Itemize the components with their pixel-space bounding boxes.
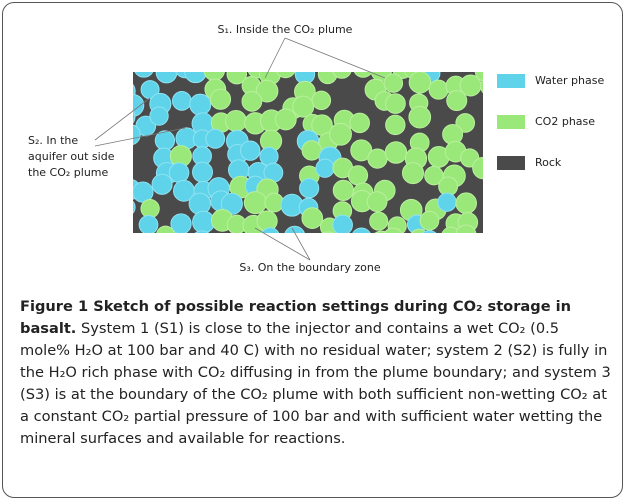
water-bubble — [437, 192, 457, 212]
water-bubble — [352, 227, 371, 233]
co2-bubble — [274, 108, 297, 131]
co2-bubble — [203, 72, 225, 82]
water-bubble — [189, 93, 212, 116]
co2-bubble — [332, 179, 354, 201]
co2-bubble — [369, 211, 389, 231]
co2-bubble — [474, 72, 483, 82]
label-s2: the CO₂ plume — [28, 166, 109, 179]
caption-title: Figure 1 Sketch of possible reaction set… — [20, 298, 572, 337]
co2-bubble — [366, 191, 388, 213]
water-bubble — [138, 214, 159, 233]
co2-bubble — [480, 79, 483, 94]
co2-bubble — [264, 192, 285, 213]
water-bubble — [168, 162, 190, 183]
water-bubble — [133, 124, 141, 146]
water-bubble — [151, 173, 173, 195]
bubbles — [133, 72, 502, 252]
co2-bubble — [255, 79, 279, 103]
co2-bubble — [301, 140, 322, 161]
water-bubble — [149, 106, 169, 126]
co2-bubble — [311, 90, 332, 111]
co2-bubble — [401, 162, 425, 185]
co2-bubble — [455, 224, 477, 233]
leader-lines — [94, 37, 386, 261]
water-bubble — [188, 192, 211, 215]
water-bubble — [133, 200, 136, 214]
water-bubble — [299, 178, 320, 199]
legend-label: Rock — [535, 156, 562, 169]
caption: Figure 1 Sketch of possible reaction set… — [20, 296, 612, 450]
co2-bubble — [455, 113, 476, 133]
water-bubble — [332, 214, 353, 233]
co2-bubble — [385, 114, 406, 136]
water-bubble — [205, 128, 226, 149]
label-s2: S₂. In the — [28, 134, 78, 147]
water-bubble — [133, 109, 136, 124]
legend-swatch — [497, 74, 525, 88]
co2-bubble — [225, 110, 247, 132]
water-bubble — [315, 158, 335, 178]
co2-bubble — [374, 230, 389, 233]
co2-bubble — [321, 231, 334, 233]
water-bubble — [134, 72, 154, 78]
water-bubble — [171, 91, 192, 111]
co2-bubble — [446, 90, 468, 112]
co2-bubble — [209, 88, 232, 110]
label-s2: aquifer out side — [28, 150, 115, 163]
co2-bubble — [383, 227, 403, 233]
figure-frame — [2, 2, 623, 498]
co2-bubble — [455, 192, 478, 215]
water-bubble — [284, 225, 305, 233]
co2-bubble — [441, 226, 461, 233]
co2-bubble — [383, 73, 404, 93]
water-bubble — [259, 146, 279, 167]
co2-bubble — [241, 90, 263, 112]
water-bubble — [133, 93, 145, 117]
co2-bubble — [408, 72, 432, 94]
co2-bubble — [419, 210, 440, 231]
co2-bubble — [472, 156, 483, 180]
label-s3: S₃. On the boundary zone — [239, 261, 380, 274]
water-bubble — [133, 181, 154, 203]
co2-bubble — [347, 165, 369, 186]
legend-swatch — [497, 115, 525, 129]
co2-bubble — [481, 231, 502, 252]
label-s1: S₁. Inside the CO₂ plume — [218, 23, 353, 36]
co2-bubble — [156, 225, 175, 233]
caption-text: System 1 (S1) is close to the injector a… — [20, 320, 611, 447]
co2-bubble — [349, 112, 370, 134]
water-bubble — [192, 161, 214, 183]
co2-bubble — [226, 72, 248, 85]
legend-label: CO2 phase — [535, 115, 595, 128]
water-bubble — [140, 80, 160, 100]
co2-bubble — [329, 122, 352, 146]
co2-bubble — [384, 141, 408, 164]
co2-bubble — [332, 72, 352, 79]
co2-bubble — [301, 207, 324, 229]
water-bubble — [421, 230, 437, 233]
water-bubble — [133, 83, 136, 99]
water-bubble — [155, 72, 178, 84]
water-bubble — [184, 72, 207, 84]
legend-label: Water phase — [535, 74, 604, 87]
legend-swatch — [497, 156, 525, 170]
co2-bubble — [275, 72, 296, 79]
co2-bubble — [367, 148, 388, 169]
water-bubble — [261, 227, 280, 233]
co2-bubble — [428, 79, 449, 100]
co2-bubble — [353, 72, 373, 78]
co2-bubble — [408, 105, 432, 129]
co2-bubble — [385, 93, 406, 114]
water-bubble — [170, 213, 192, 233]
co2-bubble — [292, 95, 315, 118]
co2-bubble — [243, 191, 267, 215]
diagram: S₁. Inside the CO₂ plume S₂. In the aqui… — [28, 23, 604, 274]
water-bubble — [194, 230, 210, 233]
water-bubble — [240, 140, 261, 161]
